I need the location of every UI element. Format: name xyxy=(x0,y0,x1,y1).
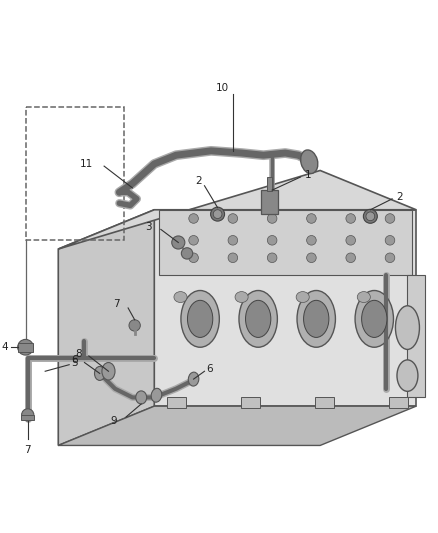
Circle shape xyxy=(385,214,395,223)
Bar xyxy=(315,398,334,408)
Ellipse shape xyxy=(239,290,277,347)
Ellipse shape xyxy=(174,292,187,303)
Circle shape xyxy=(346,236,356,245)
Bar xyxy=(389,398,408,408)
Bar xyxy=(241,398,260,408)
Ellipse shape xyxy=(136,391,147,404)
Polygon shape xyxy=(407,275,425,398)
Ellipse shape xyxy=(297,290,336,347)
Bar xyxy=(21,415,34,420)
Ellipse shape xyxy=(181,290,219,347)
Polygon shape xyxy=(58,210,154,446)
Text: 7: 7 xyxy=(25,446,31,456)
Circle shape xyxy=(307,253,316,263)
Text: 2: 2 xyxy=(195,176,202,187)
Circle shape xyxy=(211,207,225,221)
Ellipse shape xyxy=(187,300,213,337)
Circle shape xyxy=(172,236,185,249)
Text: 6: 6 xyxy=(71,356,78,365)
Circle shape xyxy=(366,212,375,221)
Ellipse shape xyxy=(246,300,271,337)
Bar xyxy=(166,398,186,408)
Ellipse shape xyxy=(95,367,105,381)
Text: 10: 10 xyxy=(215,83,229,93)
Circle shape xyxy=(385,236,395,245)
Ellipse shape xyxy=(362,300,387,337)
Ellipse shape xyxy=(296,292,309,303)
Circle shape xyxy=(307,236,316,245)
Ellipse shape xyxy=(396,306,420,350)
Ellipse shape xyxy=(397,360,418,391)
Circle shape xyxy=(267,214,277,223)
Circle shape xyxy=(346,253,356,263)
Text: 7: 7 xyxy=(113,298,120,309)
Text: 2: 2 xyxy=(396,192,403,201)
Circle shape xyxy=(228,253,238,263)
Ellipse shape xyxy=(188,372,199,386)
Circle shape xyxy=(189,236,198,245)
Polygon shape xyxy=(58,406,416,446)
Ellipse shape xyxy=(235,292,248,303)
Text: 5: 5 xyxy=(71,358,78,368)
Text: 6: 6 xyxy=(207,364,213,374)
Polygon shape xyxy=(154,210,416,406)
Circle shape xyxy=(385,253,395,263)
Circle shape xyxy=(189,214,198,223)
Bar xyxy=(261,190,278,214)
Ellipse shape xyxy=(102,362,115,380)
Text: 8: 8 xyxy=(76,349,82,359)
Circle shape xyxy=(213,210,222,219)
Ellipse shape xyxy=(151,389,162,402)
Text: 9: 9 xyxy=(110,416,117,426)
Circle shape xyxy=(267,253,277,263)
Circle shape xyxy=(189,253,198,263)
Text: 1: 1 xyxy=(305,170,311,180)
Polygon shape xyxy=(159,210,412,275)
Ellipse shape xyxy=(357,292,371,303)
Circle shape xyxy=(129,320,140,331)
Ellipse shape xyxy=(300,150,318,174)
Bar xyxy=(267,177,272,191)
Polygon shape xyxy=(58,171,416,249)
Ellipse shape xyxy=(304,300,329,337)
Circle shape xyxy=(267,236,277,245)
Circle shape xyxy=(181,248,193,259)
Circle shape xyxy=(21,409,34,421)
Bar xyxy=(18,343,33,352)
Circle shape xyxy=(228,214,238,223)
Circle shape xyxy=(346,214,356,223)
Ellipse shape xyxy=(355,290,393,347)
Circle shape xyxy=(307,214,316,223)
Text: 3: 3 xyxy=(145,222,152,232)
Text: 4: 4 xyxy=(1,342,8,352)
Text: 11: 11 xyxy=(80,159,93,169)
Circle shape xyxy=(18,340,33,355)
Circle shape xyxy=(364,209,377,223)
Circle shape xyxy=(228,236,238,245)
